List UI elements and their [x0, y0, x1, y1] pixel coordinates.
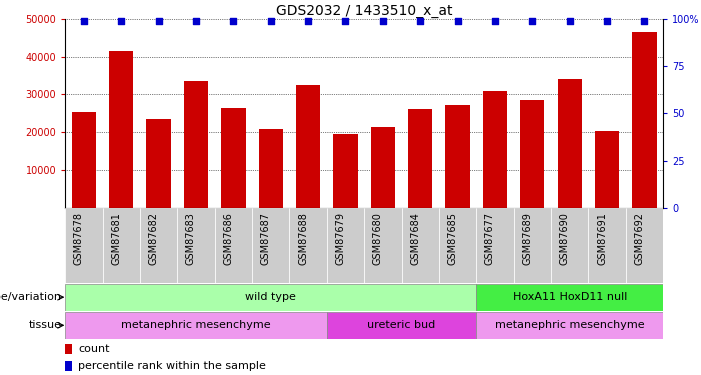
Point — [639, 18, 650, 24]
Text: count: count — [79, 344, 110, 354]
Bar — [259, 129, 283, 208]
Text: GSM87690: GSM87690 — [559, 212, 570, 265]
Text: wild type: wild type — [245, 292, 297, 302]
Bar — [408, 109, 433, 208]
Point — [564, 18, 576, 24]
Bar — [222, 108, 245, 208]
Bar — [147, 119, 171, 208]
Point — [153, 18, 164, 24]
Point — [228, 18, 239, 24]
Bar — [476, 208, 514, 283]
Text: HoxA11 HoxD11 null: HoxA11 HoxD11 null — [512, 292, 627, 302]
Bar — [439, 208, 476, 283]
Title: GDS2032 / 1433510_x_at: GDS2032 / 1433510_x_at — [276, 4, 452, 18]
Bar — [65, 208, 102, 283]
Point — [191, 18, 202, 24]
Bar — [140, 208, 177, 283]
Bar — [296, 85, 320, 208]
Text: metanephric mesenchyme: metanephric mesenchyme — [121, 320, 271, 330]
Point — [601, 18, 613, 24]
Point — [79, 18, 90, 24]
Text: GSM87691: GSM87691 — [597, 212, 607, 265]
Bar — [215, 208, 252, 283]
Point — [303, 18, 314, 24]
Bar — [632, 32, 657, 208]
Bar — [72, 111, 96, 208]
Text: GSM87685: GSM87685 — [448, 212, 458, 265]
Bar — [520, 100, 545, 208]
Point — [489, 18, 501, 24]
Text: GSM87682: GSM87682 — [149, 212, 158, 265]
Bar — [252, 208, 290, 283]
Text: GSM87680: GSM87680 — [373, 212, 383, 265]
Text: GSM87678: GSM87678 — [74, 212, 84, 265]
Text: GSM87689: GSM87689 — [522, 212, 532, 265]
Bar — [177, 208, 215, 283]
Bar — [476, 284, 663, 310]
Point — [340, 18, 351, 24]
Text: GSM87688: GSM87688 — [298, 212, 308, 265]
Bar — [551, 208, 588, 283]
Point — [265, 18, 276, 24]
Text: GSM87679: GSM87679 — [336, 212, 346, 265]
Bar — [476, 312, 663, 339]
Bar — [334, 134, 358, 208]
Text: ureteric bud: ureteric bud — [367, 320, 435, 330]
Bar — [371, 127, 395, 208]
Bar — [102, 208, 140, 283]
Bar — [595, 131, 619, 208]
Bar — [483, 91, 507, 208]
Bar — [65, 344, 72, 354]
Text: tissue: tissue — [29, 320, 62, 330]
Point — [414, 18, 426, 24]
Text: metanephric mesenchyme: metanephric mesenchyme — [495, 320, 644, 330]
Bar — [514, 208, 551, 283]
Bar — [184, 81, 208, 208]
Bar — [626, 208, 663, 283]
Bar — [557, 80, 582, 208]
Bar — [109, 51, 133, 208]
Text: GSM87687: GSM87687 — [261, 212, 271, 265]
Text: GSM87677: GSM87677 — [485, 212, 495, 265]
Text: genotype/variation: genotype/variation — [0, 292, 62, 302]
Text: GSM87692: GSM87692 — [634, 212, 644, 265]
Point — [377, 18, 388, 24]
Text: percentile rank within the sample: percentile rank within the sample — [79, 361, 266, 371]
Point — [116, 18, 127, 24]
Bar — [365, 208, 402, 283]
Point — [452, 18, 463, 24]
Bar — [402, 208, 439, 283]
Point — [526, 18, 538, 24]
Bar — [445, 105, 470, 208]
Text: GSM87686: GSM87686 — [224, 212, 233, 265]
Text: GSM87684: GSM87684 — [410, 212, 420, 265]
Bar — [65, 312, 327, 339]
Bar — [327, 208, 365, 283]
Bar — [327, 312, 476, 339]
Bar — [65, 361, 72, 371]
Bar — [65, 284, 476, 310]
Bar — [588, 208, 626, 283]
Text: GSM87683: GSM87683 — [186, 212, 196, 265]
Text: GSM87681: GSM87681 — [111, 212, 121, 265]
Bar — [290, 208, 327, 283]
